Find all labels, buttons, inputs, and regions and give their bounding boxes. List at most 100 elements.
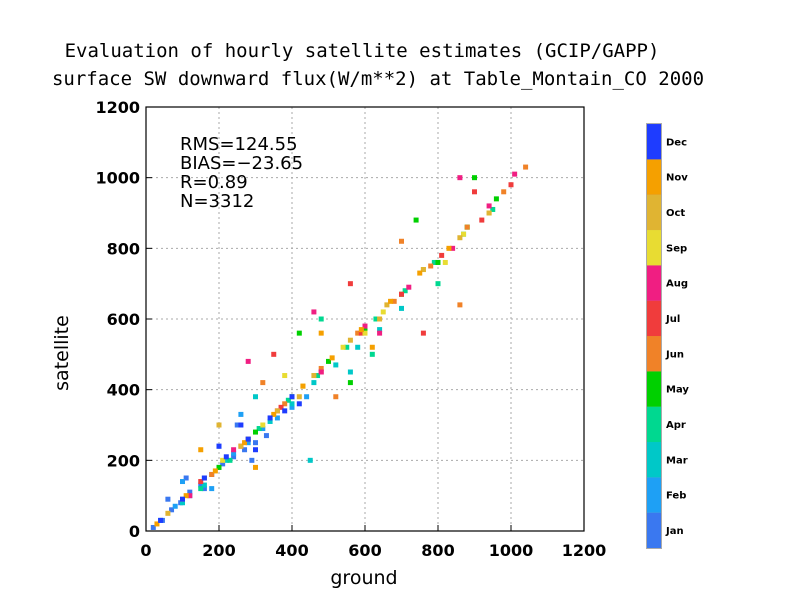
- point-jan: [165, 496, 171, 502]
- point-jan: [183, 475, 189, 481]
- point-nov: [446, 245, 452, 251]
- point-nov: [242, 440, 248, 446]
- x-axis-label: ground: [330, 567, 397, 589]
- point-apr: [490, 206, 496, 212]
- x-tick-label: 1000: [489, 541, 534, 560]
- point-sep: [362, 330, 368, 336]
- point-nov: [212, 468, 218, 474]
- point-nov: [318, 330, 324, 336]
- point-nov: [300, 383, 306, 389]
- colorbar-swatch-feb: [647, 477, 661, 513]
- scatter-points: [150, 164, 529, 530]
- point-nov: [183, 493, 189, 499]
- point-may: [362, 327, 368, 333]
- point-nov: [329, 355, 335, 361]
- month-colorbar: Jan Feb Mar Apr May Jun Jul Aug Sep Oct Nov Dec: [646, 123, 689, 549]
- point-jan: [253, 440, 258, 446]
- point-feb: [274, 415, 280, 421]
- y-tick-label: 400: [107, 381, 140, 400]
- point-jun: [523, 164, 529, 170]
- point-jun: [282, 401, 288, 407]
- point-aug: [450, 245, 456, 251]
- point-jul: [399, 291, 404, 297]
- point-feb: [180, 479, 185, 485]
- point-aug: [512, 171, 518, 177]
- colorbar-swatch-aug: [647, 265, 661, 301]
- colorbar-swatch-oct: [647, 194, 661, 231]
- chart-subtitle: surface SW downward flux(W/m**2) at Tabl…: [52, 68, 704, 90]
- point-may: [347, 380, 353, 386]
- point-dec: [180, 496, 185, 502]
- point-dec: [282, 408, 288, 414]
- point-aug: [377, 330, 383, 336]
- point-aug: [486, 203, 492, 209]
- colorbar-label-feb: Feb: [666, 491, 686, 502]
- colorbar-swatch-jul: [647, 300, 661, 337]
- point-mar: [333, 362, 339, 368]
- point-dec: [158, 517, 164, 523]
- point-feb: [289, 404, 295, 410]
- colorbar-swatch-dec: [647, 124, 661, 160]
- colorbar-swatch-mar: [647, 442, 661, 478]
- point-apr: [431, 259, 437, 265]
- point-may: [253, 429, 258, 435]
- point-sep: [461, 231, 467, 237]
- point-jan: [150, 524, 156, 530]
- point-jan: [242, 447, 248, 453]
- point-may: [435, 259, 441, 265]
- colorbar-label-nov: Nov: [666, 173, 688, 184]
- x-tick-label: 600: [348, 541, 381, 560]
- point-may: [413, 217, 419, 223]
- point-aug: [457, 175, 463, 181]
- point-jul: [479, 217, 485, 223]
- point-apr: [198, 486, 204, 492]
- point-sep: [260, 422, 266, 428]
- point-apr: [402, 288, 408, 294]
- point-oct: [420, 267, 426, 273]
- point-may: [493, 196, 499, 202]
- point-jul: [472, 189, 477, 195]
- stat-r: R=0.89: [180, 172, 248, 193]
- point-jan: [187, 489, 193, 495]
- point-nov: [417, 270, 423, 276]
- point-mar: [267, 418, 273, 424]
- point-apr: [227, 457, 233, 463]
- point-jun: [355, 330, 361, 336]
- point-apr: [435, 281, 441, 287]
- point-oct: [347, 337, 353, 343]
- point-nov: [198, 447, 204, 453]
- point-jun: [399, 238, 404, 244]
- point-nov: [271, 411, 277, 417]
- point-apr: [318, 316, 324, 322]
- point-mar: [253, 394, 258, 400]
- point-jul: [439, 252, 445, 258]
- point-dec: [223, 454, 229, 460]
- grid: [146, 107, 584, 531]
- y-tick-label: 1000: [95, 169, 140, 188]
- point-jun: [260, 380, 266, 386]
- point-jul: [278, 404, 284, 410]
- colorbar-swatch-jun: [647, 336, 661, 372]
- point-dec: [296, 401, 302, 407]
- x-tick-label: 400: [275, 541, 308, 560]
- point-mar: [180, 500, 185, 506]
- y-tick-label: 1200: [95, 98, 140, 117]
- colorbar-label-aug: Aug: [666, 279, 688, 290]
- y-tick-label: 200: [107, 451, 140, 470]
- point-nov: [358, 327, 364, 333]
- point-oct: [238, 443, 244, 449]
- point-apr: [315, 373, 321, 379]
- colorbar-label-jun: Jun: [665, 349, 684, 360]
- colorbar-label-may: May: [666, 385, 689, 396]
- point-may: [326, 358, 331, 364]
- point-oct: [296, 394, 302, 400]
- point-apr: [369, 351, 375, 357]
- y-tick-label: 600: [107, 310, 140, 329]
- point-jul: [358, 330, 364, 336]
- colorbar-swatch-may: [647, 371, 661, 407]
- point-jun: [209, 471, 215, 477]
- point-sep: [442, 259, 448, 265]
- point-nov: [253, 464, 258, 470]
- colorbar-label-apr: Apr: [666, 420, 686, 431]
- colorbar-label-jul: Jul: [665, 314, 680, 325]
